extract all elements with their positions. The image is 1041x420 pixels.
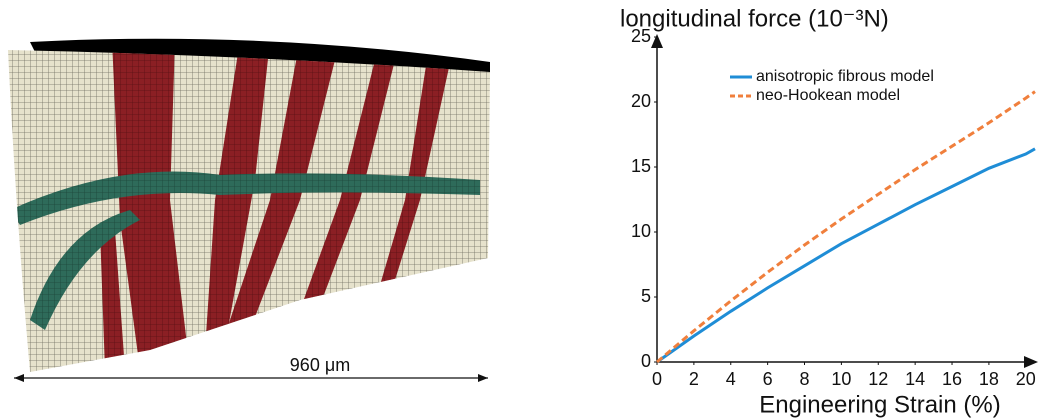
scale-label: 960 μm — [290, 355, 350, 375]
x-tick-label: 4 — [726, 369, 736, 389]
series-line — [656, 90, 1036, 364]
legend-label: anisotropic fibrous model — [756, 68, 934, 85]
series-line — [656, 147, 1036, 364]
x-tick-label: 12 — [868, 369, 888, 389]
y-tick-label: 0 — [641, 351, 651, 371]
chart-title: longitudinal force (10⁻³N) — [620, 5, 889, 32]
y-tick-label: 20 — [631, 91, 651, 111]
x-tick-label: 8 — [800, 369, 810, 389]
mesh-image — [8, 38, 490, 382]
x-tick-label: 16 — [942, 369, 962, 389]
x-tick-label: 20 — [1016, 369, 1036, 389]
axes — [651, 34, 1038, 368]
y-tick-label: 5 — [641, 286, 651, 306]
x-tick-label: 2 — [689, 369, 699, 389]
x-tick-label: 14 — [905, 369, 925, 389]
x-axis-label: Engineering Strain (%) — [759, 391, 1000, 418]
y-tick-label: 15 — [631, 156, 651, 176]
x-tick-label: 18 — [979, 369, 999, 389]
x-tick-label: 10 — [831, 369, 851, 389]
y-tick-label: 10 — [631, 221, 651, 241]
x-tick-label: 0 — [652, 369, 662, 389]
legend-label: neo-Hookean model — [756, 87, 900, 104]
y-tick-label: 25 — [631, 26, 651, 46]
x-tick-label: 6 — [763, 369, 773, 389]
